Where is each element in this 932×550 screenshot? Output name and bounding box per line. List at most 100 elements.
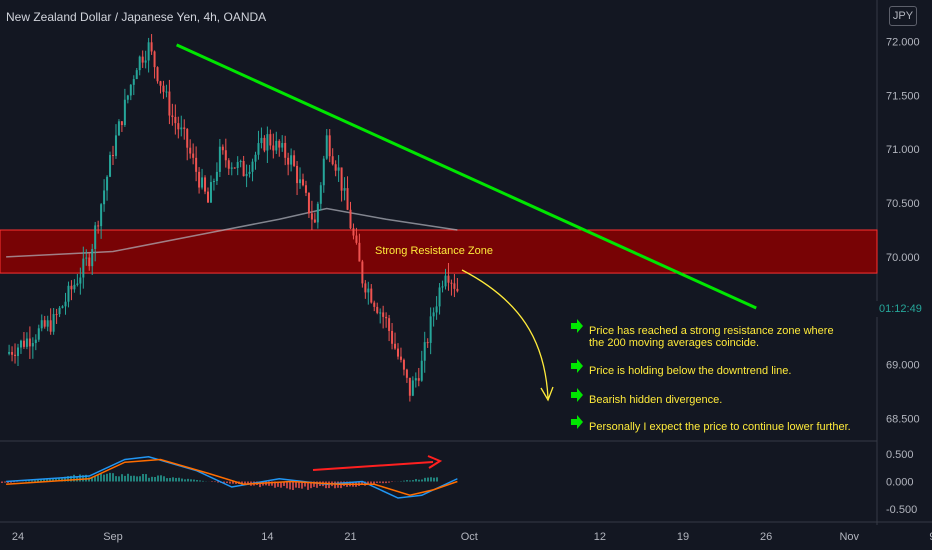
note-text: Personally I expect the price to continu… bbox=[589, 421, 851, 433]
candle-body bbox=[287, 157, 290, 165]
candle-body bbox=[218, 146, 221, 172]
candle-body bbox=[180, 127, 183, 130]
candle-body bbox=[215, 171, 218, 181]
candle-body bbox=[254, 154, 257, 162]
y-tick-label: 71.500 bbox=[886, 90, 920, 102]
candle-body bbox=[346, 188, 349, 210]
candle-body bbox=[367, 288, 370, 293]
x-tick-label: Sep bbox=[103, 531, 123, 543]
candle-body bbox=[37, 328, 40, 340]
candle-body bbox=[88, 257, 91, 267]
candle-body bbox=[319, 185, 322, 204]
candle-body bbox=[70, 285, 73, 290]
candle-body bbox=[114, 135, 117, 156]
candle-body bbox=[126, 95, 129, 100]
x-tick-label: 21 bbox=[344, 531, 356, 543]
downtrend-line bbox=[176, 43, 757, 310]
candle-body bbox=[138, 56, 141, 71]
candle-body bbox=[370, 288, 373, 303]
green-arrow-icon bbox=[571, 415, 583, 429]
resistance-zone-label: Strong Resistance Zone bbox=[375, 245, 493, 257]
candle-body bbox=[168, 91, 171, 116]
candle-body bbox=[144, 60, 147, 63]
candle-body bbox=[453, 283, 456, 289]
candle-body bbox=[331, 156, 334, 165]
x-tick-label: 9 bbox=[929, 531, 932, 543]
green-arrow-icon bbox=[571, 359, 583, 373]
candle-body bbox=[408, 377, 411, 396]
candle-body bbox=[61, 306, 64, 308]
candle-body bbox=[432, 312, 435, 317]
candle-body bbox=[382, 312, 385, 317]
candle-body bbox=[337, 167, 340, 171]
candle-body bbox=[91, 248, 94, 267]
candle-body bbox=[177, 123, 180, 130]
candle-body bbox=[361, 261, 364, 284]
candle-body bbox=[224, 150, 227, 161]
candle-body bbox=[171, 115, 174, 117]
candle-body bbox=[239, 160, 242, 163]
candle-body bbox=[192, 153, 195, 158]
y-tick-label: 69.000 bbox=[886, 360, 920, 372]
divergence-arrow-head bbox=[427, 455, 443, 469]
osc-signal-line bbox=[6, 458, 458, 497]
candle-body bbox=[19, 340, 22, 348]
note-text: Bearish hidden divergence. bbox=[589, 394, 722, 406]
candle-body bbox=[112, 155, 114, 157]
candle-body bbox=[100, 204, 103, 227]
candle-body bbox=[109, 155, 112, 177]
candle-body bbox=[296, 165, 299, 184]
x-tick-label: 14 bbox=[261, 531, 273, 543]
candle-body bbox=[426, 342, 429, 344]
projection-arrow bbox=[461, 269, 549, 399]
candle-body bbox=[17, 347, 19, 356]
candle-body bbox=[388, 318, 391, 331]
candle-body bbox=[447, 275, 450, 283]
candle-body bbox=[284, 142, 287, 158]
candle-body bbox=[201, 177, 204, 188]
candle-body bbox=[165, 91, 168, 93]
candle-body bbox=[28, 338, 31, 347]
green-arrow-icon bbox=[571, 319, 583, 333]
candle-body bbox=[227, 160, 230, 169]
candle-body bbox=[278, 140, 281, 148]
y-tick-label: 70.500 bbox=[886, 198, 920, 210]
projection-arrow-head bbox=[540, 386, 554, 402]
x-tick-label: 26 bbox=[760, 531, 772, 543]
currency-badge[interactable]: JPY bbox=[889, 6, 917, 26]
candle-body bbox=[242, 160, 245, 177]
candle-body bbox=[334, 164, 337, 171]
candle-body bbox=[209, 182, 212, 203]
candle-body bbox=[304, 185, 307, 193]
candle-body bbox=[313, 219, 316, 223]
candle-body bbox=[159, 81, 162, 86]
candle-body bbox=[189, 147, 192, 154]
green-arrow-icon bbox=[571, 388, 583, 402]
candle-body bbox=[248, 171, 251, 174]
candle-body bbox=[349, 209, 352, 229]
candle-body bbox=[64, 301, 67, 307]
candle-body bbox=[456, 288, 459, 292]
candle-body bbox=[444, 275, 447, 287]
candle-body bbox=[94, 225, 97, 249]
y-tick-label: 68.500 bbox=[886, 413, 920, 425]
candle-body bbox=[25, 338, 28, 347]
candle-body bbox=[207, 191, 209, 203]
divergence-line bbox=[312, 461, 434, 471]
candle-body bbox=[204, 177, 207, 192]
candle-body bbox=[281, 142, 284, 148]
candle-body bbox=[340, 167, 343, 191]
candle-body bbox=[325, 135, 328, 159]
candle-body bbox=[236, 162, 239, 168]
osc-y-tick-label: 0.000 bbox=[886, 477, 914, 489]
candle-body bbox=[162, 85, 165, 92]
candle-body bbox=[429, 316, 432, 343]
candle-body bbox=[34, 339, 37, 344]
candle-body bbox=[55, 314, 58, 316]
candle-body bbox=[245, 173, 248, 177]
candle-body bbox=[97, 225, 100, 227]
candle-body bbox=[79, 277, 82, 284]
candle-body bbox=[364, 283, 367, 293]
candle-body bbox=[230, 167, 233, 169]
